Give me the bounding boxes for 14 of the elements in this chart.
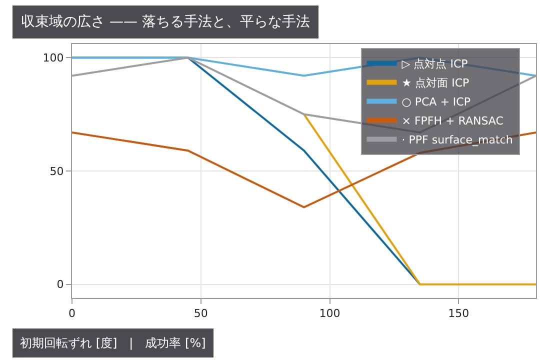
legend-label: × FPFH + RANSAC [402, 114, 504, 128]
legend-label: ○ PCA + ICP [402, 96, 471, 109]
x-tick-label: 0 [68, 307, 76, 320]
y-tick-label: 0 [56, 278, 64, 292]
x-tick-label: 50 [194, 307, 208, 320]
y-tick-label: 50 [50, 164, 64, 178]
x-axis-title: 初期回転ずれ [度] | 成功率 [%] [20, 336, 206, 350]
x-tick-label: 150 [448, 307, 470, 320]
x-tick-label: 100 [319, 307, 340, 320]
chart-title: 収束域の広さ —— 落ちる手法と、平らな手法 [21, 14, 310, 30]
legend-label: · PPF surface_match [402, 134, 513, 147]
legend-label: ★ 点対面 ICP [402, 76, 470, 90]
y-tick-label: 100 [42, 51, 64, 64]
legend-label: ▷ 点対点 ICP [402, 58, 468, 71]
